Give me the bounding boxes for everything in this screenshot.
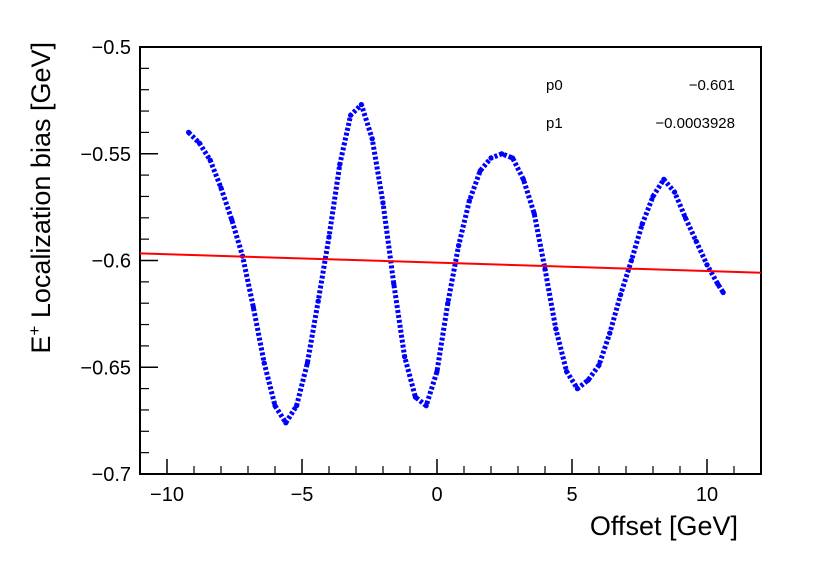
data-point — [358, 102, 364, 108]
data-point — [391, 281, 397, 287]
y-axis-title-main: E — [26, 336, 56, 354]
data-point — [434, 368, 440, 375]
data-point — [704, 262, 710, 268]
stat-p1-name: p1 — [546, 115, 563, 132]
data-point — [509, 155, 516, 161]
x-tick-label: 5 — [566, 484, 577, 506]
data-point — [186, 129, 192, 135]
data-point — [618, 292, 624, 298]
data-point — [294, 403, 300, 409]
data-point — [542, 266, 548, 272]
data-point — [326, 234, 332, 240]
y-tick-label: −0.55 — [80, 144, 131, 166]
y-axis-title: E+ Localization bias [GeV] — [25, 42, 56, 354]
data-point — [380, 200, 386, 206]
data-point — [574, 386, 581, 392]
data-point — [488, 155, 494, 161]
data-point — [250, 304, 256, 311]
data-point — [423, 403, 429, 409]
data-point — [261, 360, 267, 366]
data-point — [715, 281, 721, 287]
y-tick-label: −0.5 — [92, 37, 131, 59]
stat-p0-name: p0 — [546, 77, 563, 94]
data-point — [520, 176, 527, 182]
data-point — [628, 257, 635, 264]
data-point — [445, 300, 451, 306]
data-point — [207, 157, 213, 163]
data-point — [477, 168, 483, 174]
data-point — [553, 326, 559, 332]
data-point — [348, 112, 354, 118]
data-point — [564, 368, 570, 375]
y-tick-label: −0.7 — [92, 464, 131, 486]
fit-line — [139, 252, 762, 274]
data-point — [229, 217, 235, 223]
data-point — [218, 185, 224, 191]
data-point — [315, 298, 321, 304]
x-tick-label: 0 — [431, 484, 442, 506]
data-point — [402, 354, 408, 360]
data-point — [693, 238, 699, 244]
data-point — [682, 215, 689, 221]
stat-p1-value: −0.0003928 — [655, 115, 735, 132]
data-point — [672, 189, 678, 195]
data-point — [283, 420, 289, 426]
data-point — [304, 360, 310, 366]
data-point — [337, 161, 343, 167]
data-point — [369, 136, 375, 142]
data-point — [499, 151, 505, 157]
data-point — [412, 394, 418, 400]
data-point — [596, 362, 602, 368]
data-point — [531, 210, 537, 217]
data-point — [650, 193, 656, 199]
data-point — [456, 243, 462, 249]
x-tick-label: −10 — [150, 484, 184, 506]
data-point — [272, 403, 278, 409]
y-axis-title-rest: Localization bias [GeV] — [26, 42, 56, 326]
plot-frame — [139, 46, 762, 475]
x-tick-label: −5 — [291, 484, 314, 506]
data-point — [466, 198, 472, 204]
stat-p0-value: −0.601 — [689, 77, 735, 94]
data-point — [639, 221, 645, 227]
y-tick-label: −0.6 — [92, 251, 131, 273]
x-tick-label: 10 — [696, 484, 718, 506]
axes: −10 −5 0 5 10 −0.7 −0.65 −0.6 −0.55 −0.5 — [80, 37, 762, 506]
data-points — [186, 102, 726, 426]
data-point — [585, 377, 591, 383]
data-point — [661, 176, 667, 182]
y-axis-title-superscript: + — [25, 326, 44, 336]
y-tick-label: −0.65 — [80, 357, 131, 379]
data-point — [607, 330, 613, 336]
data-point — [720, 289, 726, 296]
x-axis-title: Offset [GeV] — [590, 511, 738, 541]
data-point — [196, 140, 202, 146]
